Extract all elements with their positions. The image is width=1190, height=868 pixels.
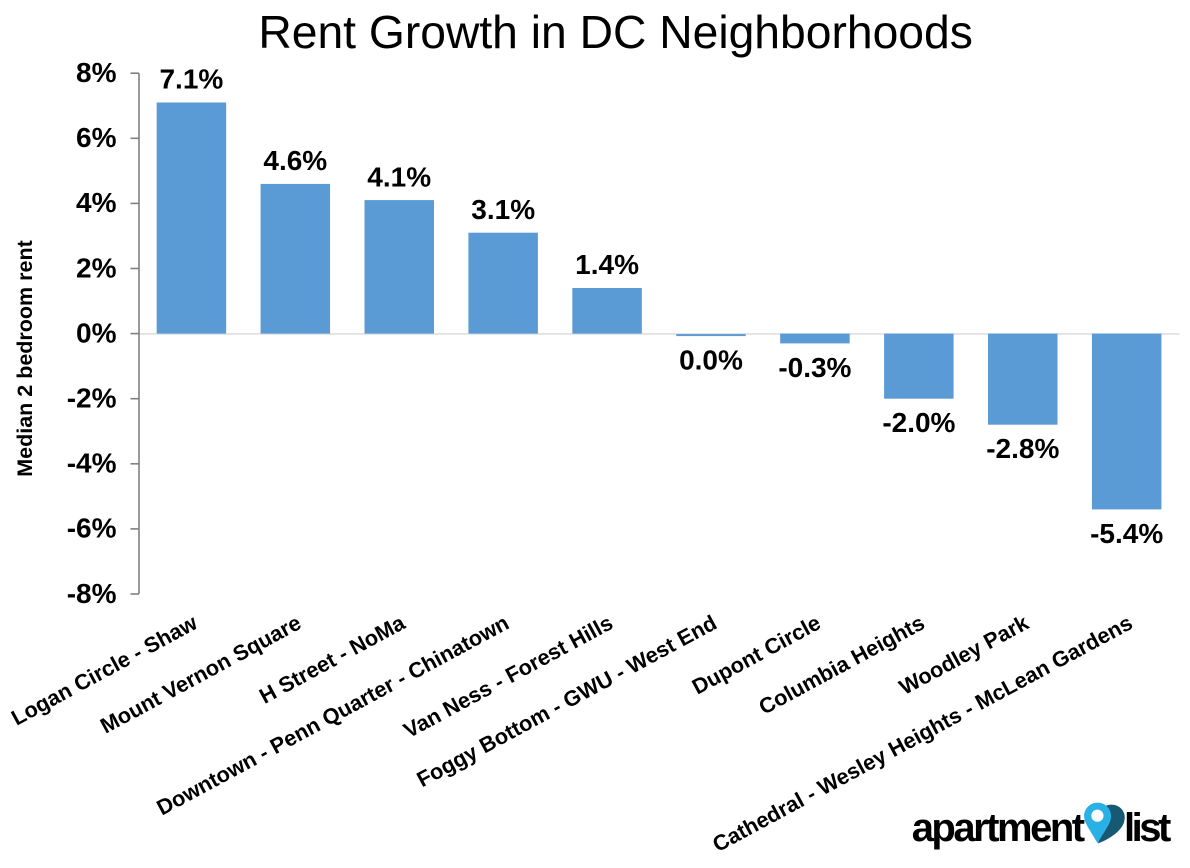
svg-text:3.1%: 3.1% [471, 194, 535, 225]
svg-text:-6%: -6% [67, 513, 117, 544]
svg-text:list: list [1124, 806, 1171, 850]
svg-text:-0.3%: -0.3% [778, 352, 851, 383]
svg-text:-5.4%: -5.4% [1090, 518, 1163, 549]
svg-text:-4%: -4% [67, 448, 117, 479]
svg-text:0.0%: 0.0% [679, 344, 743, 375]
svg-text:0%: 0% [76, 317, 117, 348]
svg-text:1.4%: 1.4% [575, 249, 639, 280]
svg-text:8%: 8% [76, 57, 117, 88]
svg-text:4%: 4% [76, 187, 117, 218]
svg-text:4.6%: 4.6% [263, 145, 327, 176]
svg-text:apartment: apartment [912, 806, 1085, 850]
svg-text:Median 2 bedroom rent: Median 2 bedroom rent [13, 240, 37, 477]
svg-text:2%: 2% [76, 252, 117, 283]
svg-text:6%: 6% [76, 122, 117, 153]
svg-text:4.1%: 4.1% [367, 161, 431, 192]
svg-text:-2%: -2% [67, 383, 117, 414]
svg-text:Rent Growth in DC Neighborhood: Rent Growth in DC Neighborhoods [258, 6, 973, 58]
svg-text:-2.8%: -2.8% [986, 433, 1059, 464]
svg-text:7.1%: 7.1% [159, 64, 223, 95]
svg-text:-2.0%: -2.0% [882, 407, 955, 438]
svg-text:-8%: -8% [67, 578, 117, 609]
